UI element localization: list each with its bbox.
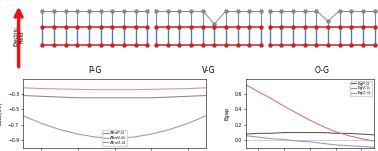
EgV-G [269, 98, 274, 100]
ΔEnP-G [76, 97, 80, 99]
EgO-G [282, 139, 287, 140]
Line: EgV-G: EgV-G [246, 85, 374, 141]
ΔEnV-G [167, 88, 172, 90]
ΔEnV-G [39, 88, 43, 89]
Line: ΔEnP-G: ΔEnP-G [23, 95, 206, 98]
Y-axis label: Egap: Egap [224, 107, 229, 120]
EgP-G [372, 134, 376, 136]
ΔEnO-G [76, 133, 80, 135]
Text: O-G: O-G [314, 66, 330, 76]
EgV-G [359, 138, 364, 140]
ΔEnO-G [131, 136, 135, 138]
EgV-G [295, 112, 299, 114]
EgO-G [372, 146, 376, 148]
ΔEnO-G [112, 137, 117, 139]
ΔEnO-G [167, 129, 172, 130]
EgO-G [359, 146, 364, 147]
ΔEnP-G [149, 97, 153, 99]
EgV-G [256, 91, 261, 93]
ΔEnO-G [57, 129, 62, 130]
EgP-G [333, 132, 338, 134]
ΔEnO-G [94, 136, 99, 138]
ΔEnV-G [112, 89, 117, 91]
Y-axis label: Eads(eV): Eads(eV) [0, 101, 2, 125]
EgV-G [372, 140, 376, 142]
Legend: ΔEnP-G, ΔEnV-G, ΔEnO-G: ΔEnP-G, ΔEnV-G, ΔEnO-G [102, 130, 127, 146]
ΔEnV-G [94, 89, 99, 91]
EgP-G [269, 132, 274, 134]
ΔEnO-G [204, 115, 209, 116]
EgO-G [333, 144, 338, 146]
EgO-G [308, 141, 312, 143]
ΔEnP-G [94, 97, 99, 99]
EgP-G [346, 132, 351, 134]
ΔEnO-G [20, 115, 25, 116]
EgV-G [321, 125, 325, 127]
Text: Electric
Field: Electric Field [13, 26, 24, 46]
EgO-G [256, 136, 261, 138]
EgV-G [282, 105, 287, 107]
ΔEnP-G [57, 96, 62, 98]
EgP-G [321, 132, 325, 133]
EgV-G [333, 131, 338, 133]
EgV-G [346, 135, 351, 137]
Line: EgO-G: EgO-G [246, 136, 374, 147]
ΔEnP-G [39, 95, 43, 97]
EgP-G [256, 132, 261, 134]
ΔEnP-G [131, 97, 135, 99]
EgO-G [321, 142, 325, 144]
EgP-G [308, 132, 312, 133]
ΔEnV-G [131, 89, 135, 91]
EgO-G [295, 140, 299, 142]
ΔEnO-G [186, 122, 191, 124]
EgV-G [308, 119, 312, 121]
ΔEnP-G [167, 96, 172, 98]
ΔEnV-G [76, 88, 80, 90]
ΔEnV-G [20, 87, 25, 89]
Text: P-G: P-G [88, 66, 102, 76]
ΔEnV-G [204, 87, 209, 89]
Line: ΔEnV-G: ΔEnV-G [23, 88, 206, 90]
ΔEnV-G [186, 88, 191, 89]
EgO-G [346, 145, 351, 147]
ΔEnO-G [149, 133, 153, 135]
EgP-G [243, 133, 248, 135]
ΔEnV-G [149, 88, 153, 90]
EgO-G [243, 135, 248, 137]
EgP-G [282, 132, 287, 133]
EgP-G [295, 132, 299, 133]
Line: ΔEnO-G: ΔEnO-G [23, 116, 206, 138]
EgP-G [359, 133, 364, 135]
Text: V-G: V-G [202, 66, 215, 76]
ΔEnP-G [204, 95, 209, 96]
ΔEnO-G [39, 122, 43, 124]
ΔEnP-G [186, 95, 191, 97]
ΔEnV-G [57, 88, 62, 90]
Legend: EgP-G, EgV-G, EgO-G: EgP-G, EgV-G, EgO-G [350, 81, 372, 96]
EgO-G [269, 138, 274, 140]
EgV-G [243, 84, 248, 86]
ΔEnP-G [20, 95, 25, 96]
Line: EgP-G: EgP-G [246, 133, 374, 135]
ΔEnP-G [112, 97, 117, 99]
